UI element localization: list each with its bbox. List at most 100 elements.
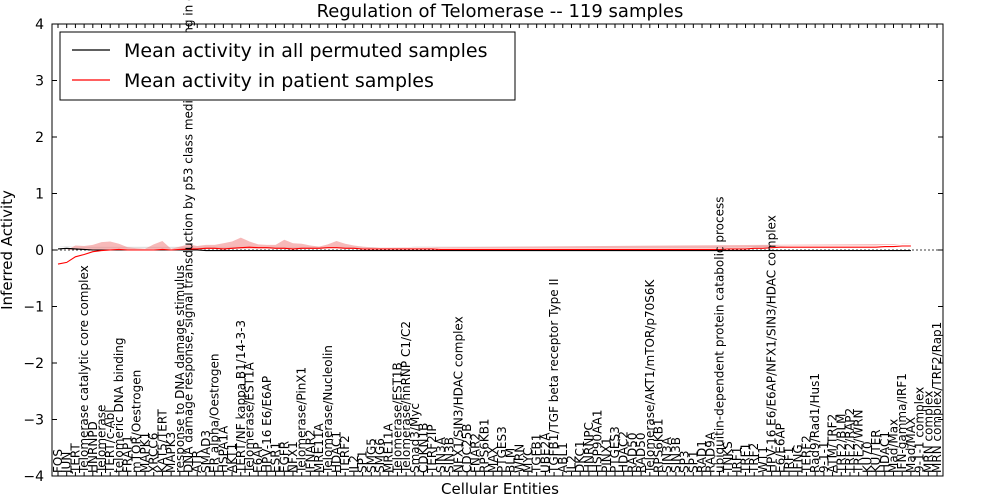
x-tick-label: RAD1: [695, 440, 709, 473]
x-tick-label: HSP90AA1: [591, 409, 605, 473]
y-tick-label: 3: [35, 74, 44, 90]
x-tick-label: TERF2IP: [425, 424, 439, 474]
y-tick-label: −1: [23, 300, 44, 316]
x-tick-label: Telomerase/Nucleolin: [321, 345, 335, 474]
x-tick-label: SMG5: [364, 438, 378, 473]
x-tick-label: JUN: [60, 452, 74, 474]
x-tick-label: TRF2/BLM: [834, 413, 848, 474]
x-tick-label: BLM: [504, 448, 518, 473]
x-tick-label: ATR: [190, 450, 204, 473]
x-tick-label: Smad3/Myc: [408, 403, 422, 473]
y-tick-label: −4: [23, 469, 44, 485]
x-tick-label: HPV-16 E6/E6AP: [260, 376, 274, 473]
x-tick-label: FRAP1: [121, 435, 135, 473]
x-tick-label: MYC: [521, 448, 535, 473]
x-tick-label: RAD50: [634, 432, 648, 473]
x-tick-label: XRCC6: [147, 433, 161, 473]
x-tick-label: FOS: [51, 449, 65, 473]
x-tick-label: MRN complex/TRF2/Rap1: [930, 322, 944, 473]
x-tick-label: IL2: [565, 455, 579, 473]
x-tick-label: TERF2: [800, 435, 814, 474]
y-axis: 4 3 2 1 0 −1 −2 −3 −4: [23, 17, 943, 485]
series-lines: [52, 245, 943, 265]
x-tick-label: response to DNA damage stimulus: [173, 265, 187, 473]
y-tick-label: −2: [23, 356, 44, 372]
x-tick-label: ubiquitin-dependent protein catabolic pr…: [712, 197, 726, 473]
x-tick-label: Mad/Max: [887, 419, 901, 473]
x-tick-label: WT1: [756, 446, 770, 473]
x-tick-label: SIN3B: [443, 437, 457, 473]
x-tick-label: CDKN1B: [417, 423, 431, 473]
x-tick-label: MRN complex: [921, 391, 935, 473]
x-tick-label: HDAC2: [617, 431, 631, 473]
x-tick-label: ATM/TRF2: [826, 414, 840, 473]
x-tick-label: IFN-gamma/IRF1: [895, 373, 909, 473]
x-tick-label: DKC1: [573, 441, 587, 473]
x-tick-label: TERF2: [338, 435, 352, 474]
x-tick-label: CDC25B: [460, 424, 474, 474]
chart-title: Regulation of Telomerase -- 119 samples: [317, 1, 684, 22]
x-tick-label: IRF1: [730, 447, 744, 473]
x-tick-label: TERT/c-Abl: [103, 409, 117, 474]
y-axis-title: Inferred Activity: [0, 190, 16, 310]
x-tick-label: mTOR/Oestrogen: [129, 370, 143, 473]
x-tick-label: HNRNPC: [582, 422, 596, 473]
x-tick-label: TRF2/RAP2: [843, 408, 857, 474]
x-tick-label: MAPK1: [138, 432, 152, 473]
x-tick-label: IFNG: [791, 444, 805, 473]
y-tick-label: 2: [35, 130, 44, 146]
x-tick-label: SMAD3: [199, 430, 213, 473]
x-tick-label: SIN3A: [660, 436, 674, 473]
x-tick-label: HSPA1A: [216, 425, 230, 473]
x-tick-label: Telomerase/PinX1: [295, 367, 309, 474]
x-tick-label: IL2: [347, 455, 361, 473]
x-tick-label: Telomerase/EST1B: [390, 362, 404, 474]
x-tick-label: ER alpha/Oestrogen: [208, 354, 222, 473]
x-tick-label: E6/E6AP: [773, 423, 787, 473]
x-tick-label: KU70: [860, 441, 874, 473]
x-tick-label: 9-1-1 complex: [913, 387, 927, 473]
x-tick-label: AKT1: [225, 443, 239, 473]
x-tick-label: TNKS: [721, 441, 735, 474]
permuted-mean-line: [57, 247, 911, 252]
legend-box: [59, 31, 516, 101]
y-tick-label: 4: [35, 17, 44, 33]
x-tick-label: SP1: [686, 451, 700, 474]
x-tick-label: FNAR2: [469, 433, 483, 473]
x-tick-label: RPS6KB1: [477, 418, 491, 473]
x-tick-label: TGFB1: [530, 434, 544, 474]
x-tick-label: telomeric DNA binding: [112, 338, 126, 474]
x-tick-label: PTGES3: [608, 426, 622, 473]
x-tick-label: HDAC1: [878, 431, 892, 473]
x-tick-label: 9-1-1: [817, 441, 831, 473]
x-tick-label: ESR1: [269, 442, 283, 473]
x-tick-label: HDAC1: [330, 431, 344, 473]
legend-label-patient: Mean activity in patient samples: [124, 70, 434, 92]
x-tick-label: IRF1: [782, 447, 796, 473]
x-tick-label: IFNAR2: [303, 429, 317, 473]
patient-mean-line: [57, 245, 911, 265]
x-tick-label: SP3: [678, 451, 692, 474]
x-tick-label: Telomerase/AKT1/mTOR/p70S6K: [643, 278, 657, 474]
y-tick-label: 1: [35, 187, 44, 203]
x-tick-label: PINX1: [599, 437, 613, 473]
x-tick-label: NFX1: [286, 441, 300, 473]
x-tick-label: Telomerase/EST1A: [243, 361, 257, 474]
x-tick-label: MRE11A: [312, 422, 326, 473]
x-tick-label: TRF2/WRN: [852, 410, 866, 474]
x-tick-label: TRF2: [747, 443, 761, 474]
x-tick-label: UBE2A: [538, 432, 552, 473]
x-tick-label: NFX1/SIN3/HDAC complex: [451, 316, 465, 473]
y-tick-label: 0: [35, 243, 44, 259]
x-tick-label: TERT: [68, 443, 82, 474]
x-tick-label: HNRNPD: [86, 421, 100, 473]
x-tick-label: MAPK3: [164, 432, 178, 473]
patient-confidence-band: [58, 237, 911, 250]
x-tick-label: MAX: [486, 446, 500, 473]
x-tick-label: RAD50: [625, 432, 639, 473]
x-tick-label: SIN3A: [434, 436, 448, 473]
x-tick-label: Mad/MAX: [904, 417, 918, 473]
x-tick-label: RPS6KB1: [652, 418, 666, 473]
x-axis-title: Cellular Entities: [441, 480, 559, 498]
